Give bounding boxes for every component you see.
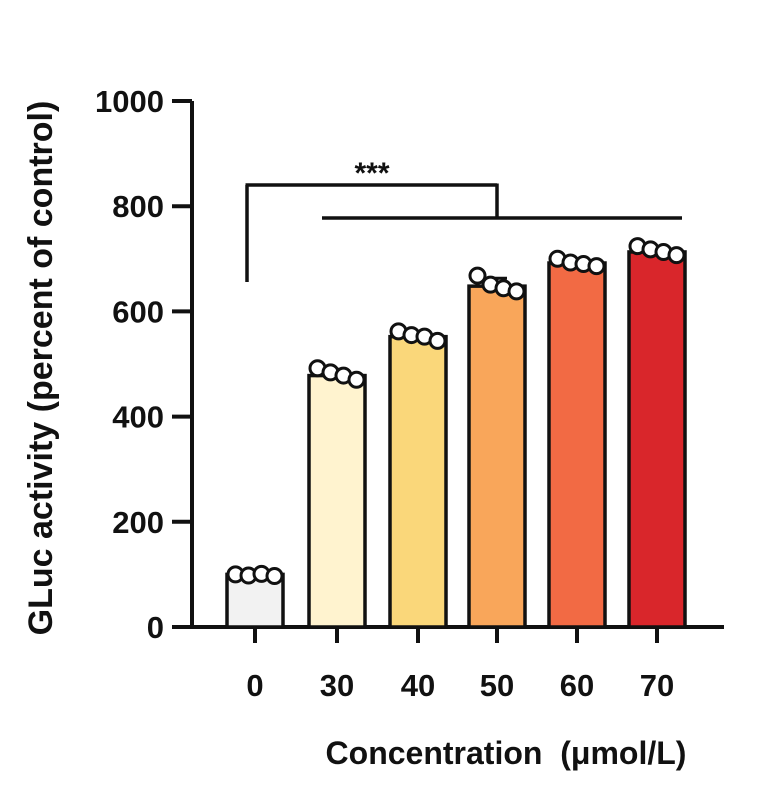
axes-group: 0 200 400 600 800 1000 0 30 40 50 60 70	[95, 84, 724, 703]
data-point	[265, 566, 284, 585]
bar-50	[467, 284, 527, 629]
y-axis-title: GLuc activity (percent of control)	[22, 101, 60, 636]
bar-30	[307, 373, 367, 629]
x-tick-label: 40	[401, 668, 435, 703]
data-point	[428, 331, 447, 350]
x-axis-title: Concentration (μmol/L)	[326, 735, 687, 771]
x-tick-label: 70	[640, 668, 674, 703]
y-tick-label: 600	[112, 294, 164, 329]
points-group	[226, 237, 686, 585]
significance-label: ***	[354, 157, 389, 190]
bar-40	[388, 334, 448, 629]
y-tick-label: 0	[147, 610, 164, 645]
y-tick-label: 400	[112, 400, 164, 435]
data-point	[507, 282, 526, 301]
y-tick-label: 200	[112, 505, 164, 540]
data-point	[468, 266, 487, 285]
y-tick-label: 1000	[95, 84, 164, 119]
data-point	[667, 246, 686, 265]
x-tick-label: 50	[480, 668, 514, 703]
x-tick-label: 60	[560, 668, 594, 703]
bar-70	[627, 250, 687, 629]
x-tick-label: 30	[320, 668, 354, 703]
data-point	[587, 257, 606, 276]
bars-group	[225, 245, 687, 629]
data-point	[347, 370, 366, 389]
y-tick-label: 800	[112, 189, 164, 224]
bar-60	[547, 261, 607, 629]
significance-group: ***	[245, 157, 682, 282]
x-tick-label: 0	[246, 668, 263, 703]
